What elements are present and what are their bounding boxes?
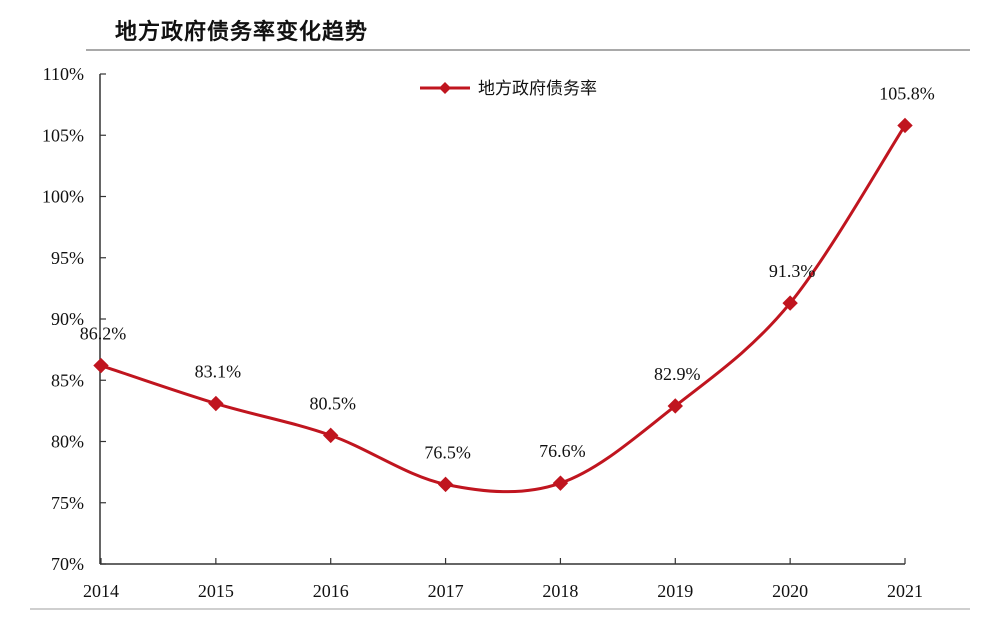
data-point-marker [93, 357, 109, 374]
data-point-marker [667, 398, 683, 414]
data-label: 80.5% [309, 393, 356, 413]
data-point-marker [437, 476, 454, 493]
x-tick-label: 2019 [657, 581, 693, 601]
x-tick-label: 2018 [542, 581, 578, 601]
chart-header: 地方政府债务率变化趋势 [0, 0, 991, 51]
y-tick-label: 90% [51, 309, 84, 329]
x-tick-label: 2014 [83, 581, 119, 601]
y-tick-label: 80% [51, 432, 84, 452]
data-point-marker [782, 295, 798, 311]
y-tick-label: 85% [51, 370, 84, 390]
title-divider [86, 49, 970, 51]
chart-legend: 地方政府债务率 [420, 79, 597, 99]
data-point-marker [552, 475, 569, 491]
y-tick-label: 95% [51, 248, 84, 268]
data-label: 105.8% [879, 83, 935, 103]
x-tick-label: 2020 [772, 581, 808, 601]
data-point-marker [323, 427, 339, 444]
y-tick-label: 100% [42, 187, 84, 207]
chart-title: 地方政府债务率变化趋势 [115, 20, 369, 45]
y-tick-label: 110% [43, 64, 84, 84]
data-label: 76.6% [539, 441, 586, 461]
chart-data-labels: 86.2% 83.1% 80.5% 76.5% 76.6% 82.9% 91.3% 105.8… [80, 83, 935, 462]
legend-marker [439, 82, 451, 94]
data-label: 91.3% [769, 261, 816, 281]
data-label: 82.9% [654, 364, 701, 384]
data-label: 86.2% [80, 324, 127, 344]
bottom-divider [30, 608, 970, 610]
chart-axes: 70% 75% 80% 85% 90% 95% 100% 105% 110% 2014 2015 20… [42, 64, 923, 601]
x-tick-label: 2016 [313, 581, 349, 601]
series-line [100, 124, 907, 494]
data-label: 76.5% [424, 442, 471, 462]
data-point-marker [208, 395, 224, 412]
chart-series [93, 117, 913, 494]
y-tick-label: 105% [42, 125, 84, 145]
legend-label: 地方政府债务率 [478, 79, 597, 99]
x-tick-label: 2015 [198, 581, 234, 601]
data-point-marker [897, 117, 913, 134]
y-tick-label: 70% [51, 554, 84, 574]
y-tick-label: 75% [51, 493, 84, 513]
data-label: 83.1% [195, 362, 242, 382]
x-tick-label: 2021 [887, 581, 923, 601]
x-tick-label: 2017 [428, 581, 464, 601]
